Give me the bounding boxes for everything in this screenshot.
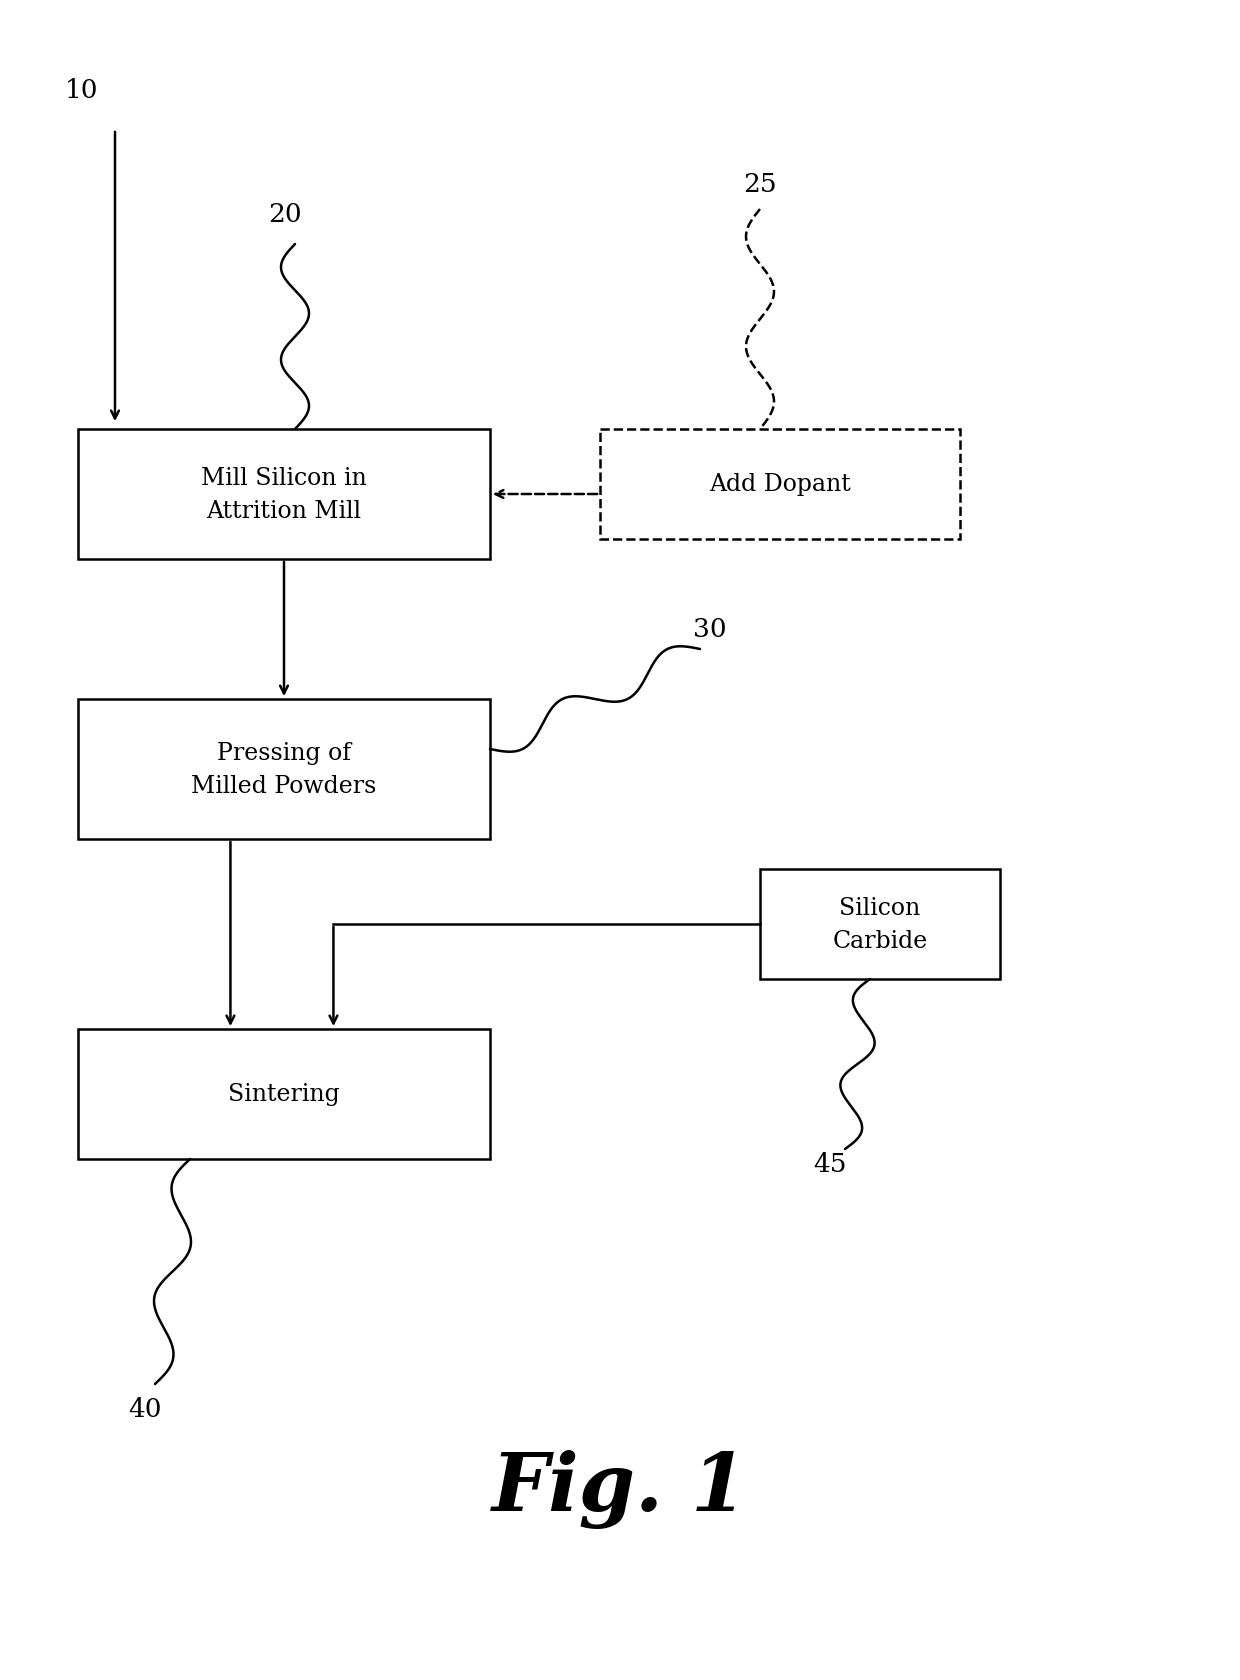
Text: Add Dopant: Add Dopant — [709, 474, 851, 496]
Text: Fig. 1: Fig. 1 — [492, 1450, 748, 1529]
Text: 20: 20 — [268, 202, 301, 227]
Text: Mill Silicon in
Attrition Mill: Mill Silicon in Attrition Mill — [201, 467, 367, 522]
Bar — [760, 870, 999, 979]
Text: Sintering: Sintering — [228, 1084, 340, 1105]
Text: 40: 40 — [128, 1396, 161, 1421]
Text: 45: 45 — [813, 1152, 847, 1176]
Bar — [600, 430, 960, 539]
Bar — [78, 1030, 490, 1159]
Text: Pressing of
Milled Powders: Pressing of Milled Powders — [191, 741, 377, 798]
Text: 10: 10 — [64, 77, 98, 102]
Text: 30: 30 — [693, 617, 727, 642]
Bar — [78, 699, 490, 840]
Bar — [78, 430, 490, 559]
Text: 25: 25 — [743, 173, 776, 197]
Text: Silicon
Carbide: Silicon Carbide — [832, 895, 928, 953]
